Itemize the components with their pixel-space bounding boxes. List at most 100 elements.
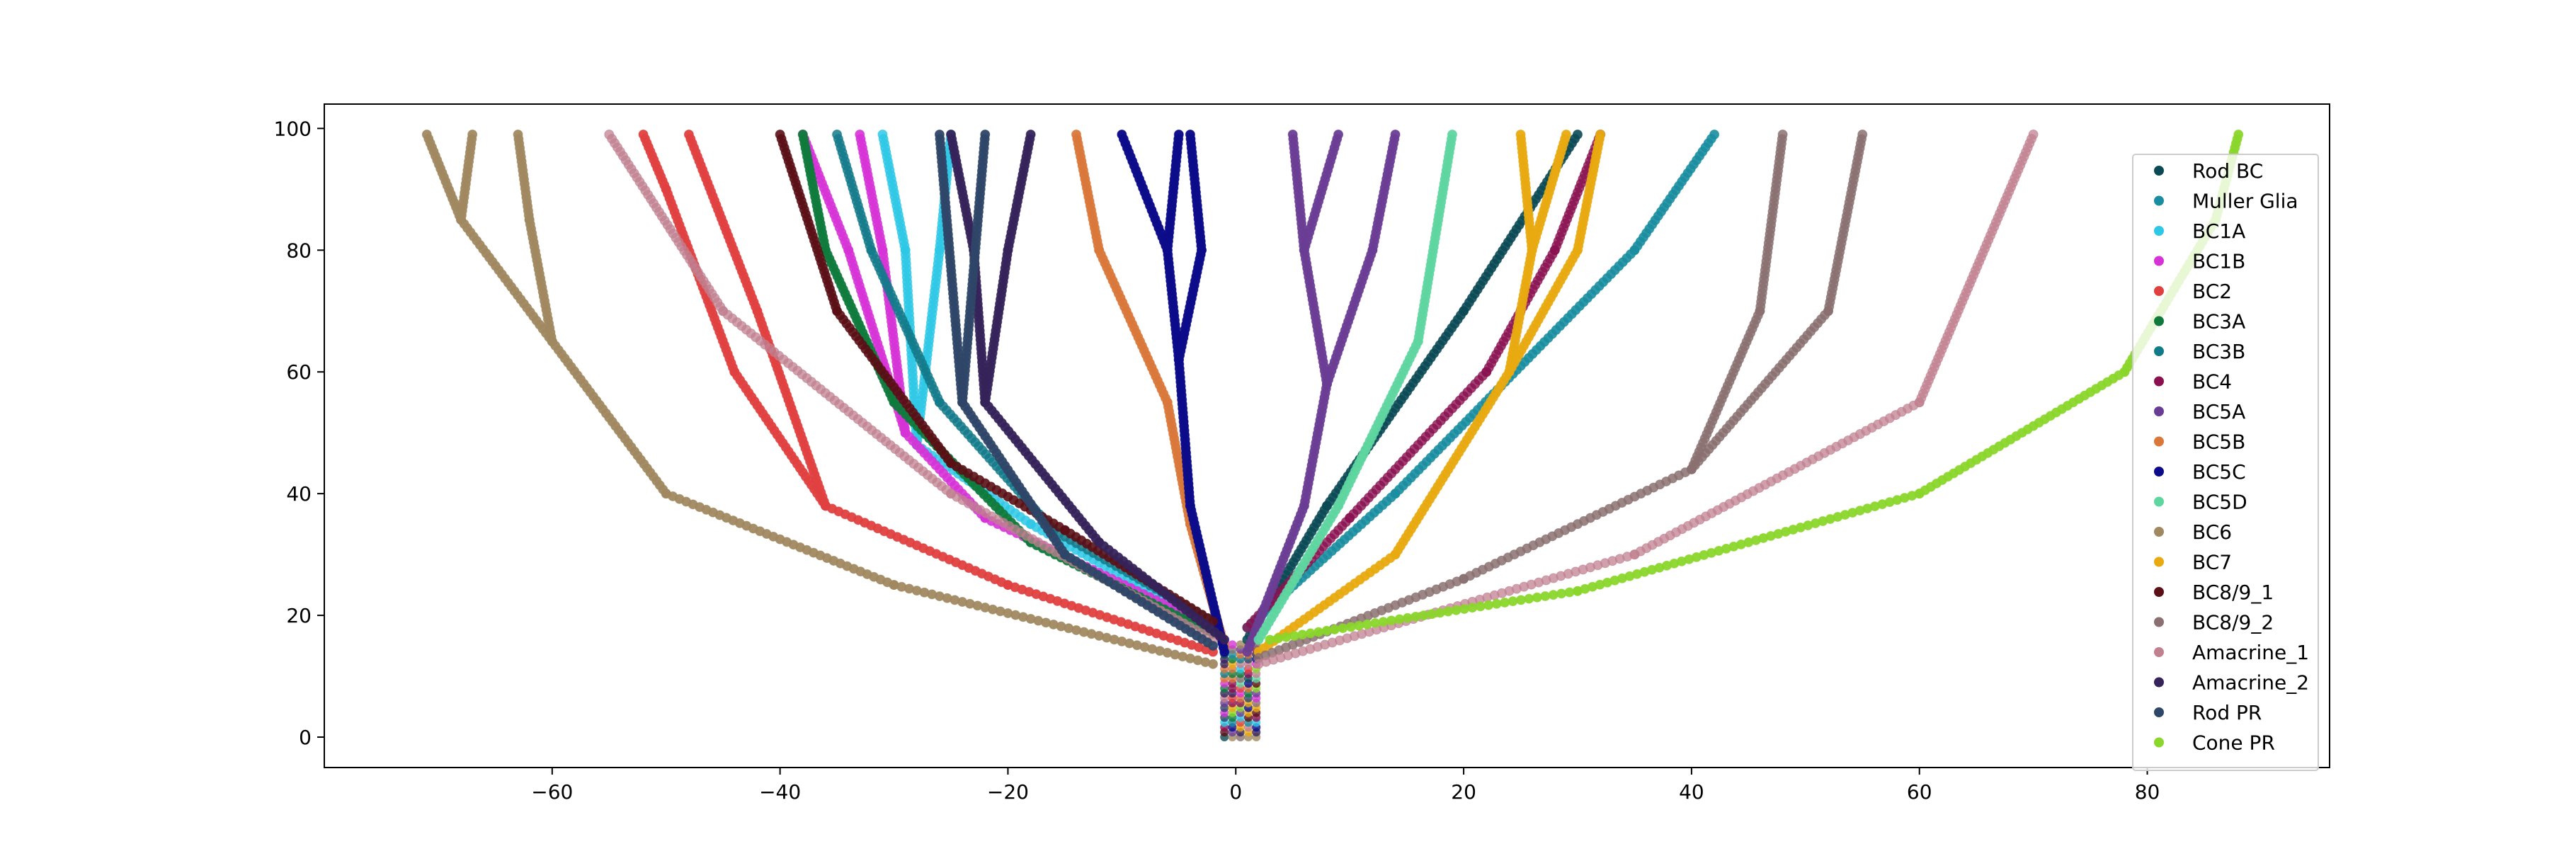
data-point: [1298, 630, 1307, 639]
data-point: [1500, 598, 1510, 607]
y-tick-label: 100: [274, 117, 312, 140]
data-point: [1524, 594, 1534, 603]
data-point: [1448, 130, 1457, 139]
y-tick-label: 20: [286, 604, 312, 627]
legend-marker: [2154, 166, 2164, 176]
data-point: [1468, 603, 1477, 612]
data-point: [798, 130, 807, 139]
data-point: [513, 130, 523, 139]
data-point: [1557, 589, 1566, 598]
legend-label: BC5A: [2192, 400, 2245, 423]
legend: Rod BC Muller Glia BC1A BC1B BC2 BC3A BC3B BC4 B…: [2133, 154, 2318, 770]
data-point: [775, 130, 785, 139]
data-point: [2029, 130, 2038, 139]
data-point: [1174, 130, 1183, 139]
legend-marker: [2154, 587, 2164, 597]
series-8: [1243, 130, 1400, 656]
data-point: [1411, 612, 1420, 621]
data-point: [1314, 627, 1323, 637]
data-point: [855, 130, 865, 139]
data-point: [1334, 130, 1343, 139]
data-point: [1282, 632, 1291, 642]
data-point: [1516, 130, 1525, 139]
data-point: [1371, 618, 1380, 627]
legend-label: BC2: [2192, 280, 2232, 303]
legend-label: BC1A: [2192, 219, 2245, 243]
data-point: [1508, 597, 1517, 606]
legend-label: BC8/9_1: [2192, 581, 2274, 604]
legend-marker: [2154, 647, 2164, 657]
legend-label: BC3B: [2192, 340, 2245, 363]
y-tick-label: 60: [286, 360, 312, 384]
x-tick-label: 20: [1451, 780, 1476, 804]
data-point: [935, 130, 944, 139]
y-axis: 0 20 40 60 80 100: [274, 117, 324, 749]
data-point: [1362, 620, 1372, 629]
legend-marker: [2154, 497, 2164, 507]
legend-marker: [2154, 377, 2164, 387]
data-point: [1346, 622, 1355, 632]
data-point: [639, 130, 648, 139]
legend-marker: [2154, 406, 2164, 416]
data-point: [1117, 130, 1127, 139]
data-point: [1026, 130, 1035, 139]
data-point: [1391, 130, 1400, 139]
data-point: [468, 130, 477, 139]
data-point: [1710, 130, 1719, 139]
x-tick-label: 0: [1229, 780, 1242, 804]
legend-marker: [2154, 256, 2164, 266]
x-axis: −60 −40 −20 0 20 40 60 80: [531, 768, 2160, 804]
data-point: [1427, 610, 1437, 619]
legend-label: BC1B: [2192, 250, 2245, 273]
legend-marker: [2154, 196, 2164, 206]
legend-label: BC5D: [2192, 491, 2247, 514]
legend-label: BC3A: [2192, 310, 2245, 333]
data-point: [1322, 626, 1331, 635]
legend-label: BC7: [2192, 551, 2232, 574]
data-point: [1265, 635, 1275, 644]
data-point: [1452, 605, 1461, 615]
data-point: [1484, 600, 1493, 610]
data-point: [947, 130, 956, 139]
data-point: [1273, 634, 1282, 643]
x-tick-label: 80: [2135, 780, 2160, 804]
legend-marker: [2154, 557, 2164, 567]
x-tick-label: −40: [759, 780, 801, 804]
data-point: [605, 130, 614, 139]
data-point: [981, 130, 990, 139]
data-point: [1596, 130, 1605, 139]
data-point: [2234, 130, 2243, 139]
data-point: [1541, 591, 1550, 600]
x-tick-label: 40: [1679, 780, 1704, 804]
data-point: [878, 130, 887, 139]
legend-marker: [2154, 467, 2164, 477]
data-point: [1338, 624, 1347, 633]
legend-label: Muller Glia: [2192, 190, 2298, 213]
data-point: [1778, 130, 1787, 139]
legend-label: BC6: [2192, 520, 2232, 544]
legend-label: BC4: [2192, 370, 2232, 394]
legend-label: Rod BC: [2192, 159, 2263, 183]
data-point: [1330, 625, 1340, 634]
y-tick-label: 80: [286, 239, 312, 262]
data-point: [1435, 608, 1444, 617]
plot-marks: [422, 130, 2242, 741]
legend-marker: [2154, 226, 2164, 236]
x-tick-label: 60: [1907, 780, 1932, 804]
data-point: [684, 130, 693, 139]
data-point: [1288, 130, 1297, 139]
data-point: [1858, 130, 1867, 139]
x-tick-label: −20: [987, 780, 1029, 804]
legend-marker: [2154, 707, 2164, 717]
trunk-point: [1228, 640, 1236, 649]
legend-marker: [2154, 617, 2164, 627]
data-point: [1419, 611, 1428, 620]
data-point: [1355, 621, 1364, 630]
legend-label: BC8/9_2: [2192, 611, 2274, 634]
legend-marker: [2154, 286, 2164, 296]
y-tick-label: 0: [299, 726, 312, 749]
legend-marker: [2154, 527, 2164, 537]
legend-marker: [2154, 678, 2164, 688]
data-point: [1532, 593, 1541, 602]
